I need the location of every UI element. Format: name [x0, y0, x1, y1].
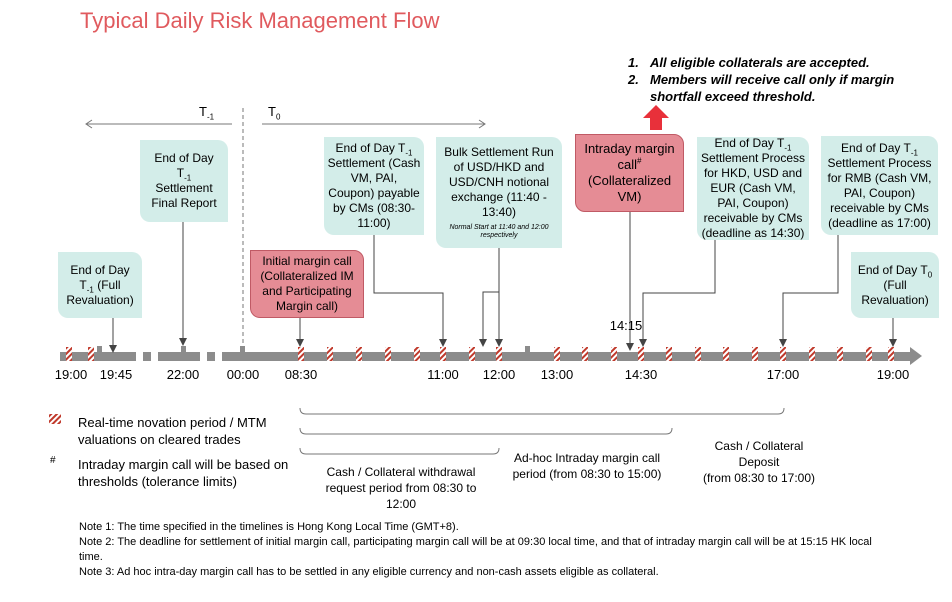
tick-label: 14:30: [624, 367, 658, 382]
footnote-3: Note 3: Ad hoc intra-day margin call has…: [79, 566, 659, 578]
tick-label: 19:45: [99, 367, 133, 382]
legend-hatch-swatch: [49, 414, 61, 424]
gray-ticks: [97, 346, 530, 354]
legend-threshold: Intraday margin call will be based on th…: [78, 457, 289, 489]
top-notes: 1. All eligible collaterals are accepted…: [628, 54, 900, 105]
legend-novation: Real-time novation period / MTM valuatio…: [78, 415, 267, 447]
up-arrow-icon: [643, 105, 669, 130]
novation-segments: [66, 347, 894, 361]
footnote-1: Note 1: The time specified in the timeli…: [79, 521, 459, 533]
timeline-axis: [60, 347, 922, 365]
box-eod-rmb: End of Day T-1 Settlement Process for RM…: [821, 136, 938, 235]
tick-label: 00:00: [226, 367, 260, 382]
t0-label: T0: [268, 104, 281, 122]
connectors: [109, 212, 897, 353]
tick-label: 11:00: [427, 367, 459, 382]
tick-label: 17:00: [766, 367, 800, 382]
box-bulk-settlement: Bulk Settlement Run of USD/HKD and USD/C…: [436, 137, 562, 248]
box-initial-margin-call: Initial margin call (Collateralized IM a…: [250, 250, 364, 318]
tick-label: 08:30: [284, 367, 318, 382]
box-eod-hkd-usd-eur: End of Day T-1 Settlement Process for HK…: [697, 136, 809, 240]
period-brackets: [299, 407, 785, 455]
t-minus-1-label: T-1: [199, 104, 215, 122]
period-withdrawal: Cash / Collateral withdrawal request per…: [325, 465, 477, 511]
box-eod-settlement-payable: End of Day T-1 Settlement (Cash VM, PAI,…: [324, 137, 424, 235]
box-eod-t0-full-revaluation: End of Day T0 (Full Revaluation): [851, 252, 939, 318]
tick-label: 19:00: [876, 367, 910, 382]
footnote-2: Note 2: The deadline for settlement of i…: [79, 536, 872, 563]
box-eod-full-revaluation: End of Day T-1 (Full Revaluation): [58, 252, 142, 318]
tick-label: 22:00: [166, 367, 200, 382]
footnotes: Note 1: The time specified in the timeli…: [79, 520, 879, 580]
box-eod-final-report: End of Day T-1 Settlement Final Report: [140, 140, 228, 222]
legend-hash-symbol: #: [50, 455, 56, 466]
tick-label: 19:00: [54, 367, 88, 382]
period-adhoc: Ad-hoc Intraday margin call period (from…: [512, 451, 662, 481]
top-note-1: 1. All eligible collaterals are accepted…: [628, 55, 870, 70]
box-intraday-margin-call: Intraday margin call# (Collateralized VM…: [575, 134, 684, 212]
page-title: Typical Daily Risk Management Flow: [80, 8, 440, 33]
top-note-2: 2. Members will receive call only if mar…: [628, 72, 895, 104]
tick-label: 13:00: [540, 367, 574, 382]
tick-label: 12:00: [482, 367, 516, 382]
marker-1415: 14:15: [609, 318, 643, 333]
period-deposit: Cash / Collateral Deposit (from 08:30 to…: [702, 439, 816, 485]
